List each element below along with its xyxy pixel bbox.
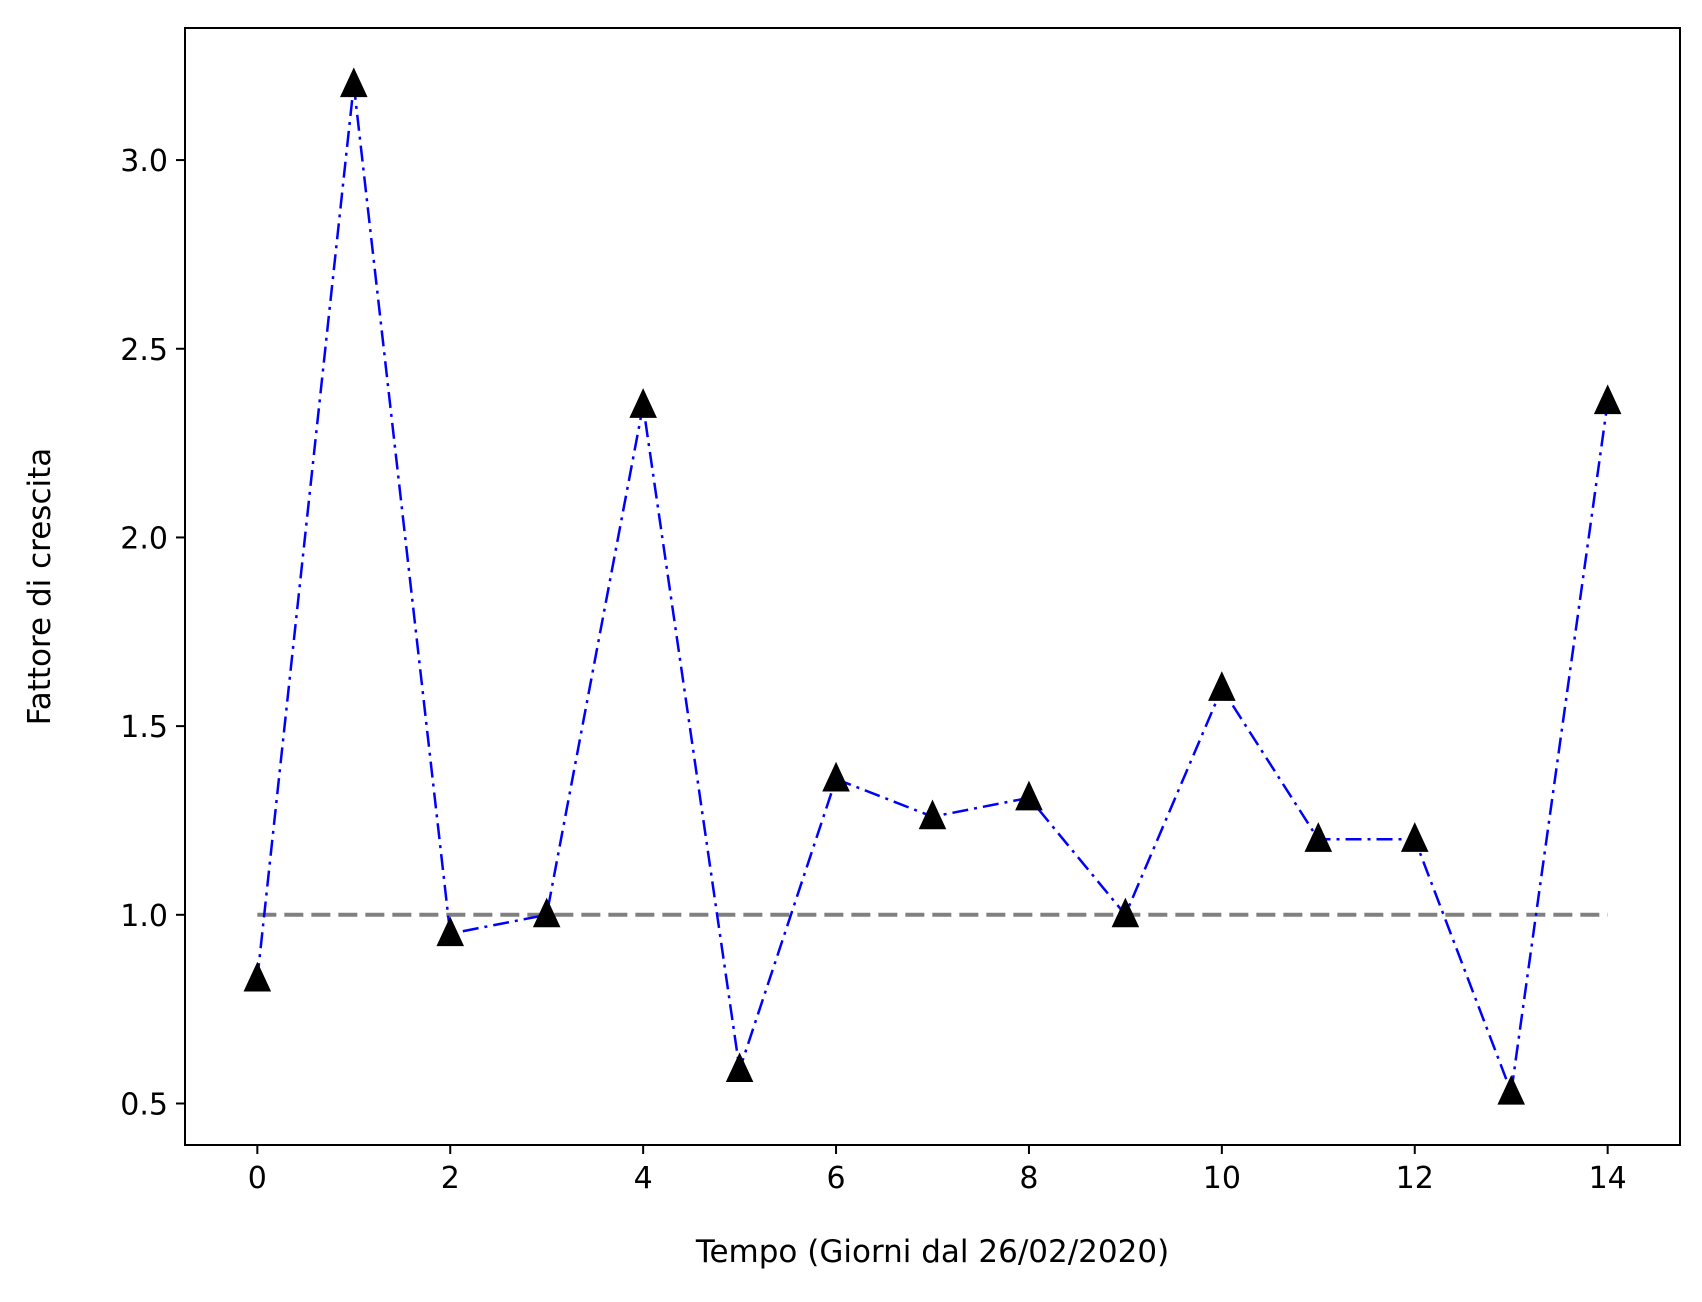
data-point-marker xyxy=(436,916,465,947)
data-point-marker xyxy=(918,799,947,830)
x-axis-label: Tempo (Giorni dal 26/02/2020) xyxy=(695,1234,1169,1270)
y-axis-ticks: 0.5 1.0 1.5 2.0 2.5 3.0 xyxy=(120,144,185,1122)
data-point-marker xyxy=(725,1052,754,1083)
y-tick-label: 3.0 xyxy=(120,144,168,179)
x-tick-label: 0 xyxy=(248,1161,267,1196)
data-point-marker xyxy=(532,897,561,928)
x-tick-label: 6 xyxy=(827,1161,846,1196)
marker-layer xyxy=(243,67,1622,1105)
data-point-marker xyxy=(1111,897,1140,928)
x-axis-ticks: 0 2 4 6 8 10 12 14 xyxy=(248,1145,1627,1196)
data-point-marker xyxy=(1015,780,1043,811)
data-point-marker xyxy=(340,67,368,98)
data-point-marker xyxy=(1593,384,1622,415)
data-point-marker xyxy=(822,761,850,792)
y-tick-label: 2.5 xyxy=(120,333,168,368)
data-point-marker xyxy=(1497,1074,1525,1105)
plot-area-frame xyxy=(184,27,1681,1146)
data-point-marker xyxy=(1304,822,1333,852)
x-tick-label: 14 xyxy=(1589,1161,1627,1196)
y-axis-label: Fattore di crescita xyxy=(22,448,58,726)
x-tick-label: 8 xyxy=(1019,1161,1038,1196)
data-point-marker xyxy=(243,961,272,992)
x-tick-label: 4 xyxy=(634,1161,653,1196)
x-tick-label: 10 xyxy=(1203,1161,1241,1196)
x-tick-label: 2 xyxy=(441,1161,460,1196)
y-tick-label: 2.0 xyxy=(120,521,168,556)
data-point-marker xyxy=(1208,671,1236,701)
x-tick-label: 12 xyxy=(1396,1161,1434,1196)
data-point-marker xyxy=(629,388,657,418)
data-point-marker xyxy=(1400,822,1429,852)
y-tick-label: 1.0 xyxy=(120,899,168,934)
y-tick-label: 1.5 xyxy=(120,710,168,745)
y-tick-label: 0.5 xyxy=(120,1087,168,1122)
